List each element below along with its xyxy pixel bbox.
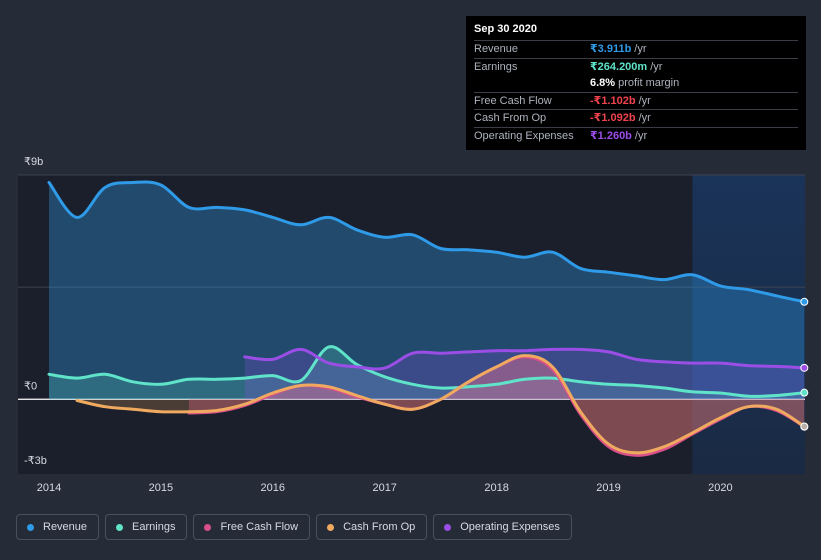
- x-tick-label: 2019: [596, 482, 620, 494]
- x-tick-label: 2017: [372, 482, 396, 494]
- data-tooltip: Sep 30 2020 Revenue ₹3.911b/yr Earnings ₹26…: [466, 16, 806, 150]
- x-tick-label: 2014: [37, 482, 61, 494]
- y-tick-label: ₹0: [24, 380, 37, 392]
- x-tick-label: 2020: [708, 482, 732, 494]
- tooltip-row: 6.8% profit margin: [474, 75, 798, 92]
- chart-legend: Revenue Earnings Free Cash Flow Cash From O…: [16, 514, 572, 540]
- legend-dot-icon: [327, 523, 335, 531]
- tooltip-row-value: 6.8% profit margin: [590, 75, 679, 92]
- series-end-markers: [800, 297, 809, 431]
- tooltip-value-unit: /yr: [634, 129, 648, 142]
- legend-label: Free Cash Flow: [220, 521, 299, 533]
- tooltip-row-label: Cash From Op: [474, 112, 547, 124]
- tooltip-value-number: ₹3.911b: [590, 43, 632, 55]
- tooltip-row-label: Operating Expenses: [474, 129, 574, 142]
- x-tick-label: 2016: [261, 482, 285, 494]
- tooltip-row: Earnings ₹264.200m/yr: [474, 57, 798, 76]
- plot-background: [18, 175, 805, 474]
- x-tick-label: 2018: [484, 482, 508, 494]
- tooltip-row: Operating Expenses ₹1.260b/yr: [474, 126, 798, 145]
- legend-dot-icon: [116, 523, 124, 531]
- tooltip-row-value: -₹1.102b/yr: [590, 93, 651, 110]
- opex-line: [243, 347, 806, 371]
- tooltip-row-label: Free Cash Flow: [474, 94, 552, 107]
- tooltip-value-number: -₹1.102b: [590, 94, 636, 107]
- chart-grid: [18, 174, 805, 400]
- earnings-line: [47, 345, 806, 398]
- legend-label: Cash From Op: [343, 521, 416, 533]
- y-tick-label: ₹9b: [24, 156, 43, 168]
- tooltip-value-number: 6.8%: [590, 77, 616, 89]
- series-lines: [47, 180, 806, 457]
- cfo-end-marker: [800, 422, 809, 431]
- tooltip-row-value: -₹1.092b/yr: [590, 110, 651, 127]
- chart-background: [18, 175, 805, 474]
- tooltip-row-label: [474, 75, 590, 92]
- tooltip-row: Cash From Op -₹1.092b/yr: [474, 109, 798, 127]
- legend-label: Earnings: [132, 521, 176, 533]
- tooltip-value-unit: /yr: [638, 94, 651, 107]
- cfo-line: [75, 354, 806, 455]
- legend-dot-icon: [444, 523, 452, 531]
- tooltip-row: Revenue ₹3.911b/yr: [474, 40, 798, 58]
- revenue-end-marker: [800, 297, 809, 306]
- tooltip-date: Sep 30 2020: [474, 23, 537, 35]
- tooltip-row-value: ₹264.200m/yr: [590, 59, 662, 76]
- tooltip-value-unit: /yr: [638, 112, 651, 124]
- tooltip-value-unit: profit margin: [618, 77, 680, 89]
- axis-labels: ₹9b ₹0 -₹3b 2014 2015 2016 2017 2018 2019 2020: [24, 156, 733, 494]
- legend-item-revenue[interactable]: Revenue: [16, 514, 100, 540]
- legend-item-cash-from-op[interactable]: Cash From Op: [316, 514, 428, 540]
- tooltip-row-label: Revenue: [474, 43, 519, 55]
- x-tick-label: 2015: [149, 482, 173, 494]
- legend-item-earnings[interactable]: Earnings: [105, 514, 188, 540]
- tooltip-row-label: Earnings: [474, 60, 518, 73]
- earnings-end-marker: [800, 388, 809, 397]
- legend-dot-icon: [204, 523, 212, 531]
- tooltip-row-value: ₹1.260b/yr: [590, 128, 647, 145]
- tooltip-value-number: -₹1.092b: [590, 112, 636, 124]
- legend-label: Revenue: [43, 521, 88, 533]
- revenue-area: [49, 181, 805, 400]
- fcf-area: [188, 356, 805, 456]
- y-tick-label: -₹3b: [24, 455, 47, 467]
- tooltip-value-unit: /yr: [634, 43, 647, 55]
- legend-item-operating-expenses[interactable]: Operating Expenses: [433, 514, 572, 540]
- cfo-area: [77, 355, 805, 453]
- legend-label: Operating Expenses: [460, 521, 560, 533]
- tooltip-value-unit: /yr: [650, 60, 663, 73]
- chart-area: ₹9b ₹0 -₹3b 2014 2015 2016 2017 2018 2019 2020: [18, 156, 809, 494]
- tooltip-row-value: ₹3.911b/yr: [590, 41, 647, 58]
- revenue-line: [47, 180, 806, 304]
- tooltip-value-number: ₹264.200m: [590, 60, 648, 73]
- legend-dot-icon: [27, 523, 34, 531]
- opex-end-marker: [800, 363, 809, 372]
- tooltip-value-number: ₹1.260b: [590, 129, 632, 142]
- legend-item-free-cash-flow[interactable]: Free Cash Flow: [193, 514, 311, 540]
- tooltip-row: Free Cash Flow -₹1.102b/yr: [474, 91, 798, 110]
